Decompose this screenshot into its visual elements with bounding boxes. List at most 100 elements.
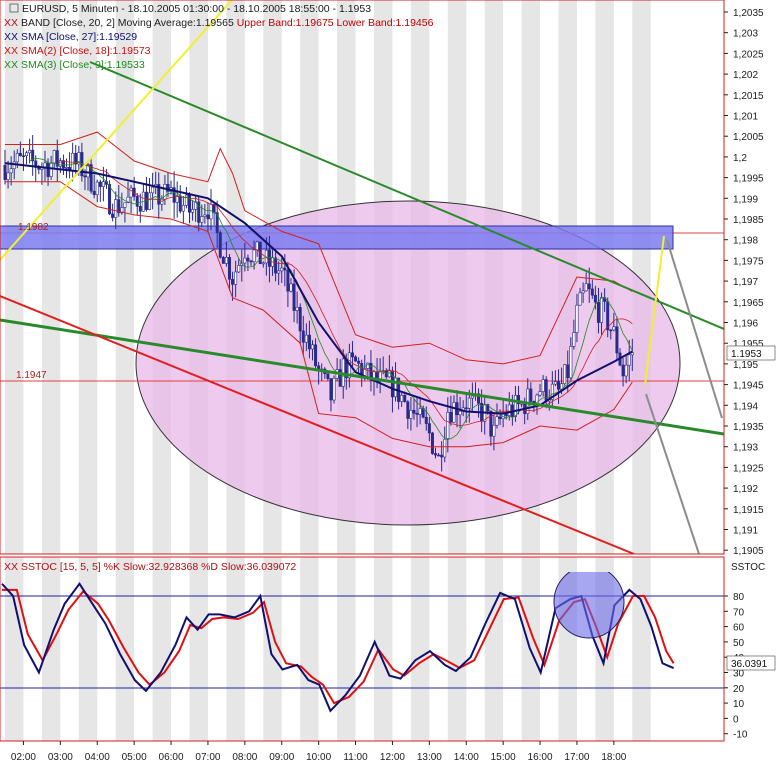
candle-body (332, 377, 336, 401)
time-tick-label: 13:00 (417, 752, 442, 763)
candle-body (95, 181, 99, 195)
candle-body (206, 214, 210, 220)
candle-body (452, 402, 456, 423)
time-stripe (226, 557, 245, 741)
candle-body (246, 257, 250, 262)
candle-body (98, 181, 102, 187)
stoch-tick-label: 80 (733, 592, 745, 603)
candle-body (9, 168, 13, 174)
price-tick-label: 1,2025 (733, 49, 764, 60)
candle-body (612, 326, 616, 331)
candle-body (151, 186, 155, 194)
stoch-highlight-circle[interactable] (553, 566, 625, 639)
main-legend: EURUSD, 5 Minuten - 18.10.2005 01:30:00 … (4, 3, 434, 71)
candle-body (400, 394, 404, 402)
time-tick-label: 09:00 (269, 752, 294, 763)
time-axis[interactable]: 02:00 03:00 04:00 05:00 06:00 07:00 08:00 09:00… (11, 741, 627, 763)
time-stripe (5, 0, 24, 554)
time-tick-label: 18:00 (601, 752, 626, 763)
candle-body (55, 150, 59, 167)
candle-body (175, 195, 179, 203)
trendline-gray-1[interactable] (666, 239, 723, 419)
candle-body (83, 175, 87, 178)
time-stripe (374, 557, 393, 741)
trendline-dark-green[interactable] (89, 61, 724, 330)
time-stripe (152, 0, 172, 554)
candle-body (440, 454, 444, 458)
candle-body (111, 213, 115, 218)
price-tick-label: 1,194 (733, 401, 758, 412)
candle-body (627, 354, 631, 366)
time-stripe (78, 0, 98, 554)
candle-body (443, 438, 447, 458)
sma27-legend: XX SMA [Close, 27]:1.19529 (4, 31, 137, 43)
time-tick-label: 16:00 (528, 752, 553, 763)
candle-body (326, 373, 330, 379)
price-tick-label: 1,1915 (733, 505, 764, 516)
stoch-pane-background (0, 557, 724, 741)
price-tick-label: 1,202 (733, 70, 758, 81)
candle-body (578, 292, 582, 306)
candle-body (357, 360, 361, 364)
stoch-tick-label: 20 (733, 684, 745, 695)
time-tick-label: 07:00 (195, 752, 220, 763)
candle-body (307, 334, 311, 350)
candle-body (135, 196, 139, 207)
time-stripe (5, 557, 24, 741)
stoch-axis-title: SSTOC (731, 562, 765, 573)
candle-body (6, 172, 10, 180)
price-tick-label: 1,2005 (733, 132, 764, 143)
candle-body (621, 364, 625, 377)
trendline-red-channel[interactable] (0, 295, 635, 554)
zone-price-label: 1.1982 (18, 222, 49, 233)
highlight-ellipse[interactable] (135, 200, 681, 526)
trendline-gray-2[interactable] (645, 393, 700, 554)
candle-body (25, 152, 29, 157)
candle-body (46, 162, 50, 177)
candle-body (123, 202, 127, 208)
resistance-zone[interactable] (0, 225, 674, 250)
candle-body (314, 344, 318, 367)
candle-body (148, 192, 152, 210)
stoch-tick-label: 50 (733, 638, 745, 649)
candle-body (575, 304, 579, 333)
candle-body (298, 307, 302, 332)
price-tick-label: 1,1925 (733, 463, 764, 474)
candle-body (221, 256, 225, 264)
candle-body (563, 364, 567, 384)
candle-body (274, 257, 278, 274)
trendline-yellow-left[interactable] (0, 0, 233, 261)
time-stripe (41, 0, 61, 554)
candle-body (12, 161, 16, 170)
candle-body (218, 232, 222, 258)
time-stripe (632, 557, 651, 741)
candle-body (354, 356, 358, 362)
price-tick-label: 1,1945 (733, 381, 764, 392)
support-price-label: 1.1947 (16, 370, 47, 381)
trendline-yellow-projection[interactable] (644, 235, 665, 386)
candle-body (412, 410, 416, 414)
candle-body (252, 249, 256, 262)
sma18-legend: XX SMA(2) [Close, 18]:1.19573 (4, 45, 151, 57)
price-tick-label: 1,192 (733, 484, 758, 495)
stoch-tick-label: 30 (733, 669, 745, 680)
candle-body (108, 184, 112, 215)
bollinger-lower-line (5, 181, 633, 448)
stoch-legend: XX SSTOC [15, 5, 5] %K Slow:32.928368 %D… (4, 561, 296, 573)
candle-body (338, 369, 342, 387)
candle-body (120, 207, 124, 214)
candle-body (581, 290, 585, 294)
time-tick-label: 17:00 (564, 752, 589, 763)
last-price-tag: 1.1953 (726, 345, 776, 361)
candle-body (86, 164, 90, 178)
candle-body (215, 212, 219, 233)
candle-body (427, 423, 431, 434)
candle-body (126, 196, 130, 204)
candle-body (304, 334, 308, 343)
candle-body (406, 401, 410, 419)
candle-body (138, 206, 142, 212)
main-price-axis[interactable]: 1,2035 1,203 1,2025 1,202 1,2015 1,201 1,2005 1… (724, 8, 764, 557)
trendline-green-support[interactable] (0, 318, 724, 436)
candle-body (624, 364, 628, 377)
candle-body (184, 194, 188, 206)
